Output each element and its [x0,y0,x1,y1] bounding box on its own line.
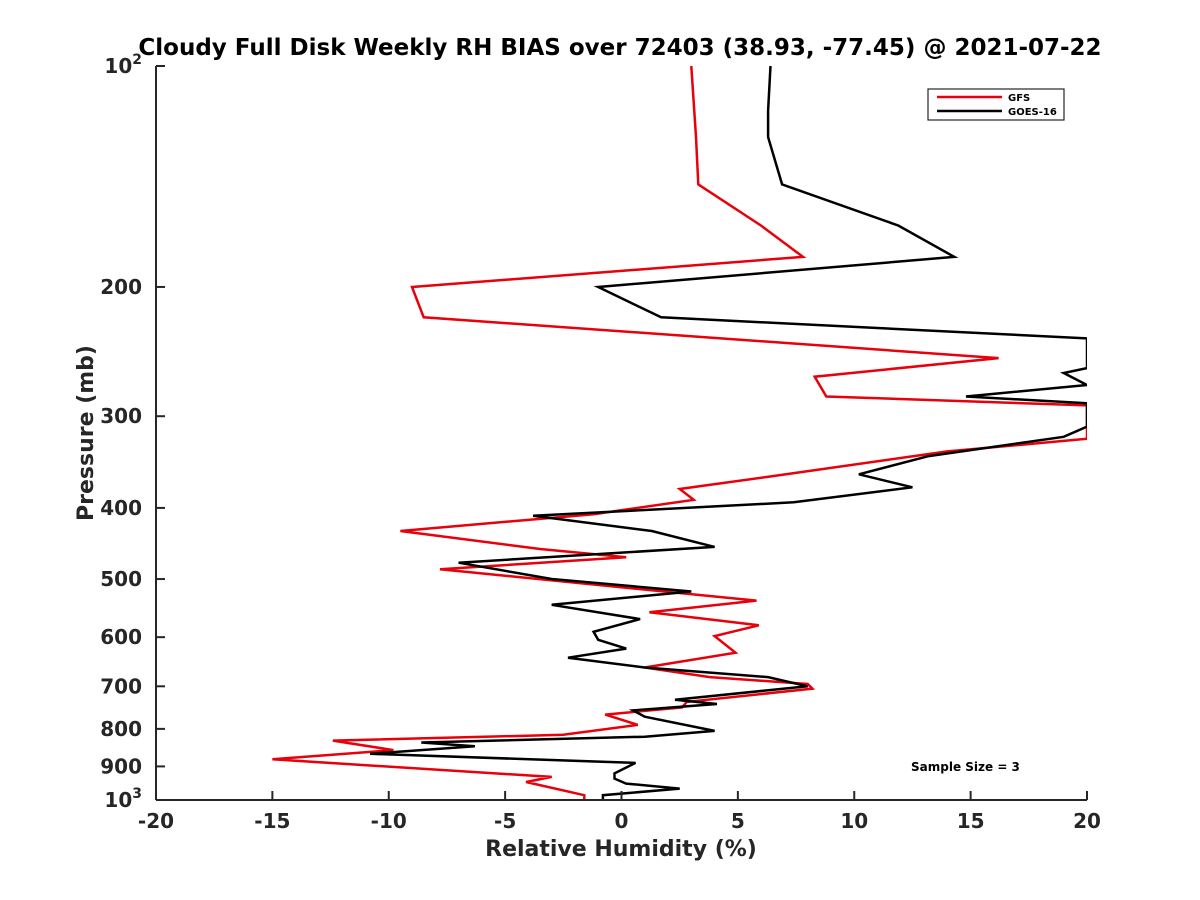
y-tick-label: 200 [100,275,142,299]
x-tick-label: 0 [615,809,629,833]
x-tick-label: 20 [1073,809,1101,833]
legend-box [927,88,1065,121]
x-ticks: -20 -15 -10 -5 0 5 10 15 20 [138,791,1101,833]
y-tick-label: 400 [100,496,142,520]
x-tick-label: -20 [138,809,174,833]
y-tick-label: 800 [100,717,142,741]
x-axis-label: Relative Humidity (%) [485,837,757,862]
y-tick-label: 300 [100,404,142,428]
series-layer [272,65,1087,800]
y-tick-label: 600 [100,625,142,649]
legend-label-goes16: GOES-16 [1008,107,1057,118]
y-tick-label: 900 [100,754,142,778]
x-tick-label: -5 [494,809,516,833]
legend-label-gfs: GFS [1008,93,1030,104]
x-tick-label: 5 [731,809,745,833]
y-axis-label: Pressure (mb) [74,345,99,521]
legend: GFS GOES-16 [927,88,1065,121]
x-tick-label: -15 [254,809,290,833]
sample-size-annotation: Sample Size = 3 [911,760,1020,774]
y-tick-label: 700 [100,674,142,698]
x-tick-label: 10 [840,809,868,833]
plot-area: -20 -15 -10 -5 0 5 10 15 20 10220030040050060070… [100,52,1101,833]
chart-title: Cloudy Full Disk Weekly RH BIAS over 724… [138,35,1101,61]
series-line-goes16 [370,65,1087,800]
x-tick-label: 15 [957,809,985,833]
y-tick-label: 500 [100,567,142,591]
x-tick-label: -10 [371,809,407,833]
series-line-gfs [272,65,1087,800]
y-tick-label: 103 [104,786,142,812]
